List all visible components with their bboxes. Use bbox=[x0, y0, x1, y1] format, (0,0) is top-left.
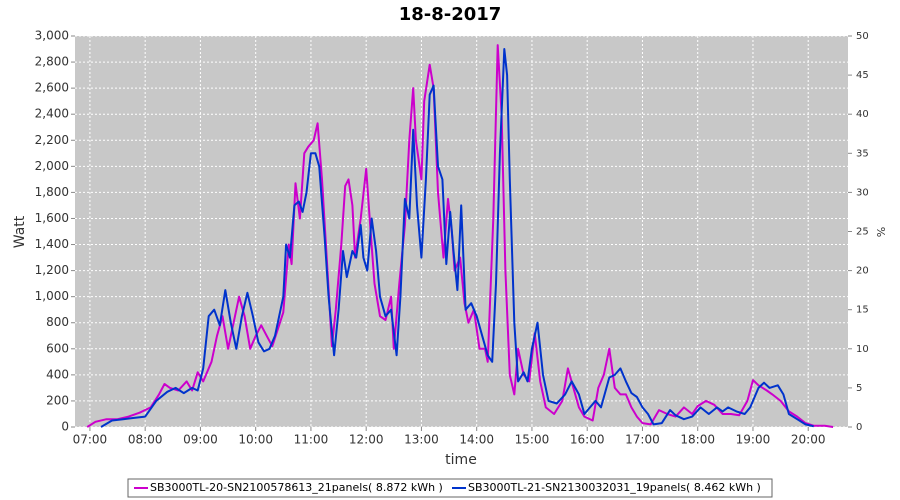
y2-tick-label: 20 bbox=[856, 266, 869, 277]
y2-tick-label: 25 bbox=[856, 227, 869, 238]
x-tick-label: 11:00 bbox=[294, 433, 329, 447]
y2-tick-label: 5 bbox=[856, 383, 862, 394]
y2-tick-label: 0 bbox=[856, 422, 862, 433]
x-tick-label: 18:00 bbox=[680, 433, 715, 447]
y-tick-label: 1,600 bbox=[35, 211, 69, 225]
y2-tick-label: 30 bbox=[856, 187, 869, 198]
x-tick-label: 10:00 bbox=[238, 433, 273, 447]
x-tick-label: 09:00 bbox=[183, 433, 218, 447]
x-tick-label: 20:00 bbox=[791, 433, 826, 447]
y-tick-label: 800 bbox=[46, 315, 69, 329]
x-tick-label: 16:00 bbox=[570, 433, 605, 447]
x-tick-label: 07:00 bbox=[73, 433, 108, 447]
x-tick-label: 15:00 bbox=[515, 433, 550, 447]
series-line bbox=[100, 48, 814, 428]
x-tick-label: 19:00 bbox=[736, 433, 771, 447]
y2-tick-label: 45 bbox=[856, 70, 869, 81]
y2-tick-label: 50 bbox=[856, 31, 869, 42]
y-axis-label: Watt bbox=[12, 215, 28, 248]
y-tick-label: 2,800 bbox=[35, 55, 69, 69]
legend-label: SB3000TL-21-SN2130032031_19panels( 8.462… bbox=[468, 481, 761, 494]
x-tick-label: 08:00 bbox=[128, 433, 163, 447]
chart-title: 18-8-2017 bbox=[399, 4, 502, 25]
y-tick-label: 400 bbox=[46, 367, 69, 381]
y-tick-label: 1,200 bbox=[35, 263, 69, 277]
y-tick-label: 2,200 bbox=[35, 133, 69, 147]
legend-box bbox=[127, 478, 773, 498]
y-tick-label: 2,400 bbox=[35, 107, 69, 121]
y-tick-label: 200 bbox=[46, 393, 69, 407]
y-tick-label: 0 bbox=[61, 420, 69, 434]
legend-label: SB3000TL-20-SN2100578613_21panels( 8.872… bbox=[150, 481, 443, 494]
y-tick-label: 1,000 bbox=[35, 289, 69, 303]
y-tick-label: 1,800 bbox=[35, 185, 69, 199]
y-tick-label: 2,600 bbox=[35, 81, 69, 95]
y-tick-label: 3,000 bbox=[35, 29, 69, 43]
y2-tick-label: 10 bbox=[856, 344, 869, 355]
x-tick-label: 12:00 bbox=[349, 433, 384, 447]
y-tick-label: 600 bbox=[46, 341, 69, 355]
y-tick-label: 2,000 bbox=[35, 159, 69, 173]
y2-tick-label: 15 bbox=[856, 305, 869, 316]
x-tick-label: 13:00 bbox=[404, 433, 439, 447]
x-tick-label: 17:00 bbox=[625, 433, 660, 447]
y2-tick-label: 35 bbox=[856, 148, 869, 159]
x-tick-label: 14:00 bbox=[459, 433, 494, 447]
y2-axis-label: % bbox=[875, 227, 888, 237]
x-axis-label: time bbox=[445, 452, 477, 468]
y-tick-label: 1,400 bbox=[35, 237, 69, 251]
y2-tick-label: 40 bbox=[856, 109, 869, 120]
